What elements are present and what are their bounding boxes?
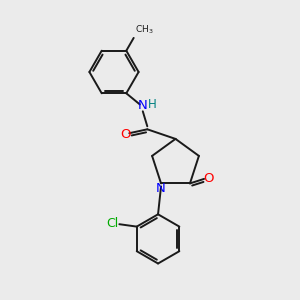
Text: O: O <box>204 172 214 184</box>
Text: Cl: Cl <box>106 217 119 230</box>
Text: N: N <box>156 182 166 195</box>
Text: CH$_3$: CH$_3$ <box>135 24 154 36</box>
Text: O: O <box>120 128 130 141</box>
Text: H: H <box>148 98 157 111</box>
Text: N: N <box>138 99 148 112</box>
